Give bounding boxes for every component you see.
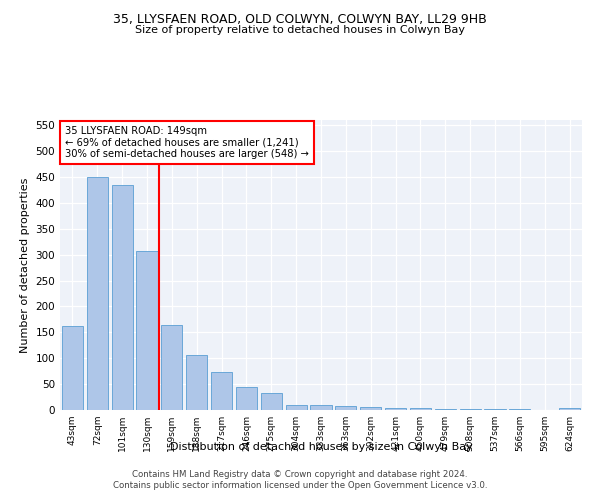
Text: Size of property relative to detached houses in Colwyn Bay: Size of property relative to detached ho… bbox=[135, 25, 465, 35]
Bar bbox=[211, 372, 232, 410]
Text: 35, LLYSFAEN ROAD, OLD COLWYN, COLWYN BAY, LL29 9HB: 35, LLYSFAEN ROAD, OLD COLWYN, COLWYN BA… bbox=[113, 12, 487, 26]
Text: Contains public sector information licensed under the Open Government Licence v3: Contains public sector information licen… bbox=[113, 481, 487, 490]
Bar bbox=[460, 409, 481, 410]
Y-axis label: Number of detached properties: Number of detached properties bbox=[20, 178, 30, 352]
Bar bbox=[62, 326, 83, 410]
Bar bbox=[112, 184, 133, 410]
Text: Contains HM Land Registry data © Crown copyright and database right 2024.: Contains HM Land Registry data © Crown c… bbox=[132, 470, 468, 479]
Bar bbox=[435, 409, 456, 410]
Bar bbox=[136, 251, 158, 410]
Bar bbox=[335, 406, 356, 410]
Bar bbox=[310, 405, 332, 410]
Bar bbox=[410, 408, 431, 410]
Bar bbox=[559, 408, 580, 410]
Bar bbox=[161, 324, 182, 410]
Text: Distribution of detached houses by size in Colwyn Bay: Distribution of detached houses by size … bbox=[170, 442, 472, 452]
Bar bbox=[261, 393, 282, 410]
Bar bbox=[385, 408, 406, 410]
Text: 35 LLYSFAEN ROAD: 149sqm
← 69% of detached houses are smaller (1,241)
30% of sem: 35 LLYSFAEN ROAD: 149sqm ← 69% of detach… bbox=[65, 126, 309, 159]
Bar bbox=[286, 405, 307, 410]
Bar bbox=[87, 177, 108, 410]
Bar bbox=[360, 408, 381, 410]
Bar bbox=[186, 354, 207, 410]
Bar bbox=[236, 387, 257, 410]
